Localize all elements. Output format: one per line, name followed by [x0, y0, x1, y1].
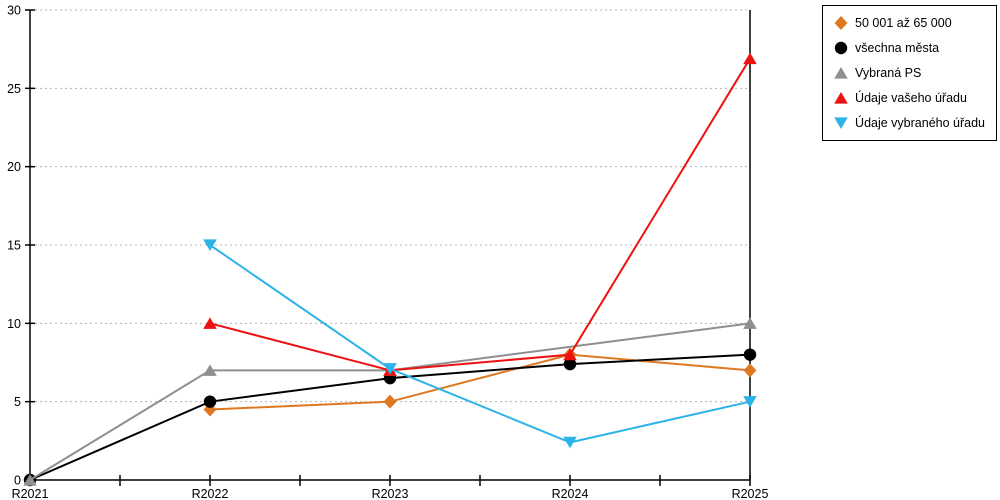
y-axis-ticks: 0 5 10 15 20 25 30	[7, 4, 35, 488]
data-point	[563, 357, 577, 371]
legend-item-2: Vybraná PS	[834, 66, 985, 80]
x-tick-label: R2022	[192, 487, 229, 500]
y-tick-label: 15	[7, 239, 21, 253]
legend-item-0: 50 001 až 65 000	[834, 16, 985, 30]
series-line	[209, 244, 751, 444]
series-3	[203, 52, 757, 376]
data-point	[743, 396, 757, 408]
diamond-icon	[834, 16, 848, 30]
data-point	[834, 92, 848, 104]
data-point	[383, 394, 397, 409]
legend-item-3: Údaje vašeho úřadu	[834, 91, 985, 105]
legend-label: Údaje vašeho úřadu	[855, 91, 967, 105]
series-line	[29, 322, 751, 481]
data-point	[203, 317, 217, 329]
data-point	[743, 52, 757, 65]
legend-label: Údaje vybraného úřadu	[855, 116, 985, 130]
series-line	[209, 353, 751, 411]
data-point	[203, 239, 217, 251]
circle-icon	[834, 41, 848, 55]
data-point	[563, 348, 577, 361]
data-point	[743, 317, 757, 329]
data-point	[834, 41, 848, 55]
data-point	[23, 474, 37, 486]
data-point	[563, 436, 577, 449]
legend-item-1: všechna města	[834, 41, 985, 55]
x-tick-label: R2021	[12, 487, 49, 500]
data-point	[203, 395, 217, 408]
data-point	[383, 363, 397, 375]
data-point	[743, 363, 757, 378]
data-point	[743, 348, 757, 361]
legend: 50 001 až 65 000 všechna města Vybraná PS Ú…	[822, 5, 997, 141]
legend-label: všechna města	[855, 41, 940, 55]
triangle-up-icon	[834, 67, 848, 79]
y-tick-label: 20	[7, 160, 21, 174]
gridlines	[30, 9, 750, 403]
triangle-up-icon	[834, 92, 848, 104]
data-point	[834, 67, 848, 79]
x-tick-label: R2025	[732, 487, 769, 500]
legend-label: Vybraná PS	[855, 66, 922, 80]
data-point	[834, 117, 848, 129]
series-4	[203, 239, 757, 449]
x-tick-label: R2023	[372, 487, 409, 500]
y-tick-label: 25	[7, 82, 21, 96]
x-tick-label: R2024	[552, 487, 589, 500]
triangle-down-icon	[834, 117, 848, 129]
y-tick-label: 5	[14, 395, 21, 409]
data-point	[834, 16, 848, 30]
series-line	[209, 58, 751, 372]
legend-label: 50 001 až 65 000	[855, 16, 952, 30]
y-tick-label: 10	[7, 317, 21, 331]
x-axis-ticks: R2021 R2022 R2023 R2024 R2025	[12, 475, 769, 500]
y-tick-label: 0	[14, 474, 21, 488]
data-point	[203, 364, 217, 376]
y-tick-label: 30	[7, 4, 21, 18]
legend-item-4: Údaje vybraného úřadu	[834, 116, 985, 130]
